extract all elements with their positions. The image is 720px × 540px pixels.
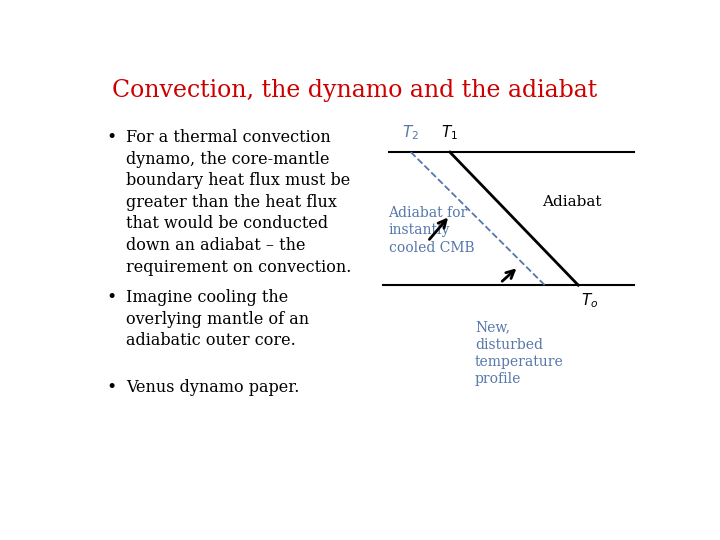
Text: New,
disturbed
temperature
profile: New, disturbed temperature profile [475, 321, 564, 387]
Text: •: • [107, 379, 117, 396]
Text: Convection, the dynamo and the adiabat: Convection, the dynamo and the adiabat [112, 79, 598, 103]
Text: •: • [107, 289, 117, 306]
Text: $T_o$: $T_o$ [581, 292, 598, 310]
Text: For a thermal convection
dynamo, the core-mantle
boundary heat flux must be
grea: For a thermal convection dynamo, the cor… [126, 129, 351, 275]
Text: Adiabat: Adiabat [542, 195, 601, 209]
Text: $T_2$: $T_2$ [402, 123, 419, 141]
Text: $T_1$: $T_1$ [441, 123, 459, 141]
Text: Imagine cooling the
overlying mantle of an
adiabatic outer core.: Imagine cooling the overlying mantle of … [126, 289, 310, 349]
Text: Adiabat for
instantly
cooled CMB: Adiabat for instantly cooled CMB [389, 206, 474, 255]
Text: Venus dynamo paper.: Venus dynamo paper. [126, 379, 300, 396]
Text: •: • [107, 129, 117, 146]
